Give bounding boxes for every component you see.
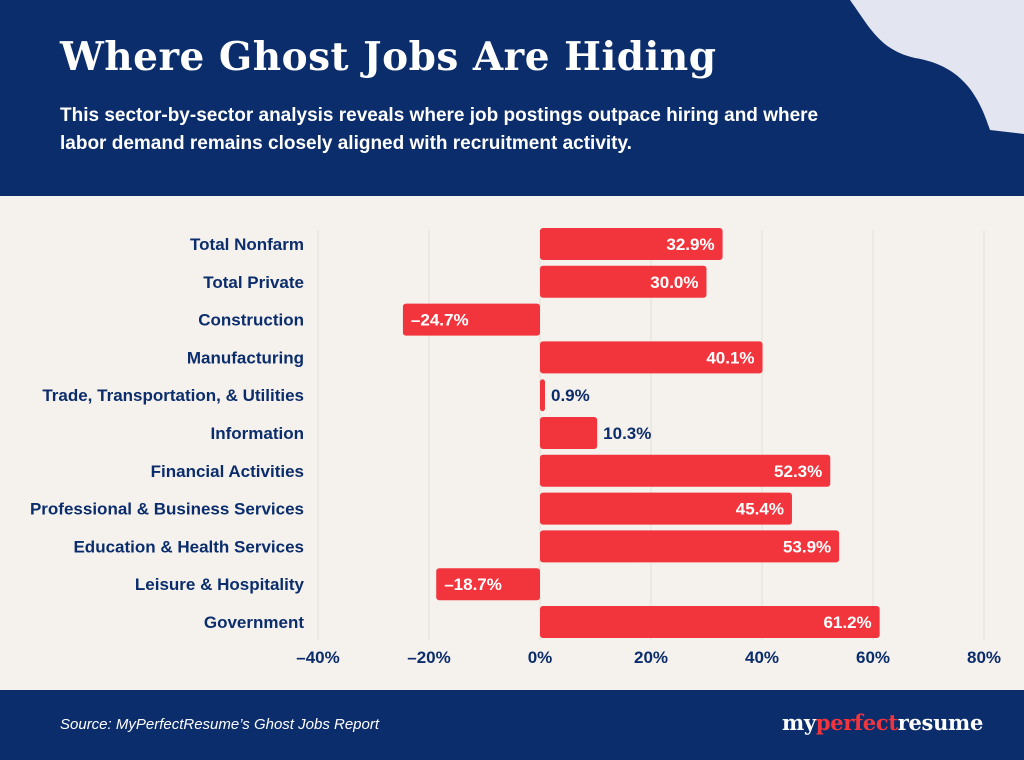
bar-chart: –40% –20% 0% 20% 40% 60% 80% Total Nonfarm 32.9%… <box>30 228 1001 667</box>
value-label: 32.9% <box>666 235 714 254</box>
value-label: –18.7% <box>444 575 502 594</box>
value-label: 61.2% <box>823 613 871 632</box>
value-label: 0.9% <box>551 386 590 405</box>
bar <box>540 530 840 563</box>
x-tick-label: 0% <box>528 648 553 667</box>
category-label: Leisure & Hospitality <box>135 575 305 594</box>
brand-logo: myperfectresume <box>782 710 983 735</box>
chart-area: –40% –20% 0% 20% 40% 60% 80% Total Nonfarm 32.9%… <box>0 196 1024 690</box>
value-label: 40.1% <box>706 348 754 367</box>
category-label: Education & Health Services <box>73 537 304 556</box>
logo-part-my: my <box>782 710 816 735</box>
page-subtitle: This sector-by-sector analysis reveals w… <box>60 105 819 154</box>
category-label: Financial Activities <box>151 462 304 481</box>
page-title: Where Ghost Jobs Are Hiding <box>60 34 717 80</box>
decorative-blob <box>850 0 1024 134</box>
bar <box>540 265 707 298</box>
category-label: Information <box>211 424 305 443</box>
category-label: Manufacturing <box>187 348 304 367</box>
bar <box>436 568 540 601</box>
category-label: Trade, Transportation, & Utilities <box>42 386 304 405</box>
category-label: Government <box>204 613 304 632</box>
bar <box>402 303 540 336</box>
bar <box>540 454 831 487</box>
bar <box>540 492 792 525</box>
bar <box>540 341 763 374</box>
bar <box>540 417 598 449</box>
category-label: Professional & Business Services <box>30 500 304 519</box>
value-label: 10.3% <box>603 424 651 443</box>
x-tick-label: –40% <box>296 648 339 667</box>
x-tick-label: –20% <box>407 648 450 667</box>
source-note: Source: MyPerfectResume’s Ghost Jobs Rep… <box>60 716 380 733</box>
bar <box>540 379 545 412</box>
bar <box>540 606 880 638</box>
x-tick-label: 40% <box>745 648 779 667</box>
logo-part-resume: resume <box>897 710 984 735</box>
x-tick-label: 60% <box>856 648 890 667</box>
value-label: –24.7% <box>411 311 469 330</box>
category-label: Construction <box>198 311 304 330</box>
category-label: Total Nonfarm <box>190 235 304 254</box>
logo-part-perfect: perfect <box>815 710 898 735</box>
bar <box>540 228 723 260</box>
footer-banner: Source: MyPerfectResume’s Ghost Jobs Rep… <box>0 690 1024 760</box>
header-banner: Where Ghost Jobs Are Hiding This sector-… <box>0 0 1024 196</box>
value-label: 45.4% <box>736 500 784 519</box>
x-tick-label: 20% <box>634 648 668 667</box>
value-label: 30.0% <box>650 273 698 292</box>
x-tick-label: 80% <box>967 648 1001 667</box>
value-label: 53.9% <box>783 537 831 556</box>
category-label: Total Private <box>203 273 304 292</box>
value-label: 52.3% <box>774 462 822 481</box>
